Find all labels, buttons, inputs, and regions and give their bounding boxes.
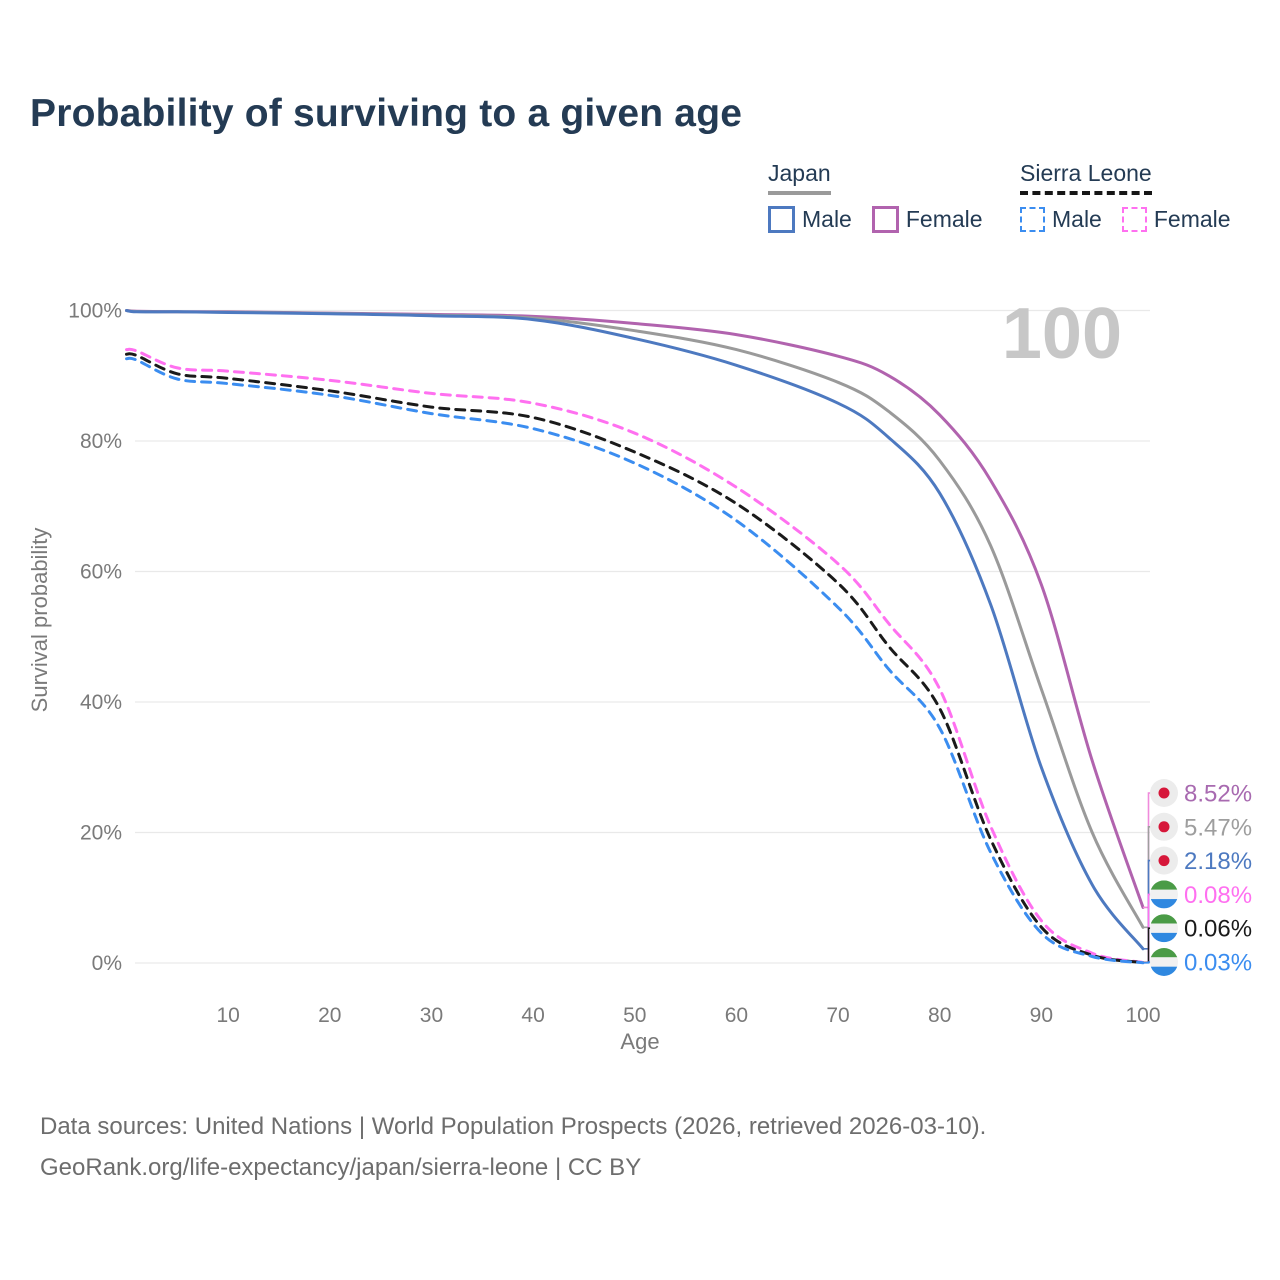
end-value-label: 5.47% — [1184, 814, 1252, 841]
curve-japan-both-sexes — [125, 309, 1145, 929]
curve-sierra-leone-male — [125, 356, 1145, 965]
sierra-leone-flag-icon — [1150, 880, 1178, 909]
footer-attribution: GeoRank.org/life-expectancy/japan/sierra… — [40, 1154, 642, 1181]
x-axis-tick-labels: 10 20 30 40 50 60 70 80 90 100 — [216, 1004, 1160, 1027]
x-tick-label: 30 — [420, 1004, 443, 1027]
legend-item-label: Male — [802, 206, 852, 232]
age-counter-watermark: 100 — [1002, 294, 1122, 374]
end-value-label: 0.03% — [1184, 950, 1252, 977]
y-tick-label: 60% — [80, 561, 122, 584]
survival-curves — [125, 309, 1145, 965]
footer-data-sources: Data sources: United Nations | World Pop… — [40, 1113, 987, 1140]
x-tick-label: 90 — [1030, 1004, 1053, 1027]
end-label-row: 5.47% — [1150, 812, 1252, 841]
legend-item-japan-male[interactable]: Male — [768, 206, 852, 233]
y-axis-tick-labels: 0% 20% 40% 60% 80% 100% — [68, 300, 122, 976]
end-value-labels: 8.52% 5.47% 2.18% 0.08% 0.06% 0.03% — [1143, 779, 1252, 977]
end-value-label: 0.08% — [1184, 882, 1252, 909]
end-label-row: 2.18% — [1150, 846, 1252, 875]
end-value-label: 0.06% — [1184, 916, 1252, 943]
legend-group-sierra-leone: Sierra Leone Male Female — [1020, 160, 1231, 233]
x-tick-label: 20 — [318, 1004, 341, 1027]
legend-group-title-sierra-leone: Sierra Leone — [1020, 160, 1152, 195]
end-label-row: 8.52% — [1150, 779, 1252, 808]
legend-item-label: Female — [905, 206, 983, 232]
japan-flag-icon — [1150, 846, 1178, 875]
curve-sierra-leone-both-sexes — [125, 352, 1145, 965]
legend-item-label: Male — [1052, 206, 1102, 232]
curve-japan-female — [125, 309, 1145, 909]
y-tick-label: 80% — [80, 430, 122, 453]
y-axis-title: Survival probability — [27, 528, 52, 713]
legend-item-label: Female — [1153, 206, 1231, 232]
x-tick-label: 50 — [623, 1004, 646, 1027]
curve-sierra-leone-female — [125, 347, 1145, 964]
end-label-row: 0.08% — [1150, 880, 1252, 909]
x-tick-label: 40 — [521, 1004, 544, 1027]
x-tick-label: 100 — [1125, 1004, 1160, 1027]
end-label-row: 0.06% — [1150, 914, 1252, 943]
page-title: Probability of surviving to a given age — [30, 92, 743, 135]
x-tick-label: 10 — [216, 1004, 239, 1027]
curve-japan-male — [125, 309, 1145, 951]
end-label-row: 0.03% — [1150, 948, 1252, 977]
end-value-label: 8.52% — [1184, 781, 1252, 808]
y-tick-label: 40% — [80, 691, 122, 714]
japan-flag-icon — [1150, 779, 1178, 807]
japan-flag-icon — [1150, 812, 1178, 841]
japan-male-swatch-icon — [768, 206, 795, 233]
y-tick-label: 100% — [68, 300, 122, 323]
legend-item-sierra-leone-female[interactable]: Female — [1121, 206, 1231, 233]
legend-item-sierra-leone-male[interactable]: Male — [1020, 206, 1102, 233]
footer: Data sources: United Nations | World Pop… — [40, 1106, 986, 1188]
x-tick-label: 60 — [725, 1004, 748, 1027]
y-tick-label: 20% — [80, 822, 122, 845]
end-value-label: 2.18% — [1184, 848, 1252, 875]
y-tick-label: 0% — [92, 952, 122, 975]
legend-item-japan-female[interactable]: Female — [871, 206, 983, 233]
legend-group-title-japan: Japan — [768, 160, 831, 195]
sierra-leone-female-swatch-icon — [1121, 207, 1147, 232]
x-axis-title: Age — [620, 1029, 659, 1054]
x-tick-label: 70 — [826, 1004, 849, 1027]
x-tick-label: 80 — [928, 1004, 951, 1027]
sierra-leone-flag-icon — [1150, 914, 1178, 943]
sierra-leone-flag-icon — [1150, 948, 1178, 976]
legend-group-japan: Japan Male Female — [768, 160, 983, 233]
sierra-leone-male-swatch-icon — [1020, 207, 1045, 232]
japan-female-swatch-icon — [871, 206, 899, 233]
